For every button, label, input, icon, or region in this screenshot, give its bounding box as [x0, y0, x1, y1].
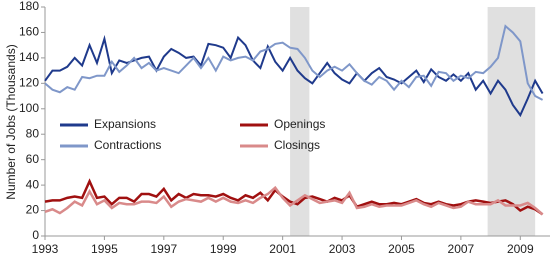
y-axis-label: Number of Jobs (Thousands)	[4, 44, 18, 199]
y-tick-label: 80	[26, 126, 40, 140]
x-tick-label: 2007	[448, 242, 475, 256]
legend-label: Expansions	[94, 117, 156, 131]
recession-band	[487, 7, 536, 236]
y-tick-label: 60	[26, 152, 40, 166]
legend-label: Openings	[274, 117, 325, 131]
x-tick-label: 2003	[329, 242, 356, 256]
x-tick-label: 2005	[388, 242, 415, 256]
y-tick-label: 120	[19, 76, 39, 90]
x-tick-label: 1995	[91, 242, 118, 256]
y-tick-label: 140	[19, 50, 39, 64]
y-tick-label: 20	[26, 203, 40, 217]
y-tick-label: 160	[19, 25, 39, 39]
x-tick-label: 1999	[210, 242, 237, 256]
x-tick-label: 2001	[269, 242, 296, 256]
y-tick-label: 40	[26, 177, 40, 191]
series-line	[44, 34, 544, 118]
y-tick-label: 180	[19, 0, 39, 13]
legend-label: Contractions	[94, 138, 161, 152]
y-tick-label: 100	[19, 101, 39, 115]
series-line	[44, 185, 544, 216]
x-tick-label: 2009	[507, 242, 534, 256]
series-line	[44, 24, 544, 101]
x-tick-label: 1993	[32, 242, 59, 256]
x-tick-label: 1997	[150, 242, 177, 256]
y-tick-label: 0	[32, 228, 39, 242]
legend-label: Closings	[274, 138, 320, 152]
